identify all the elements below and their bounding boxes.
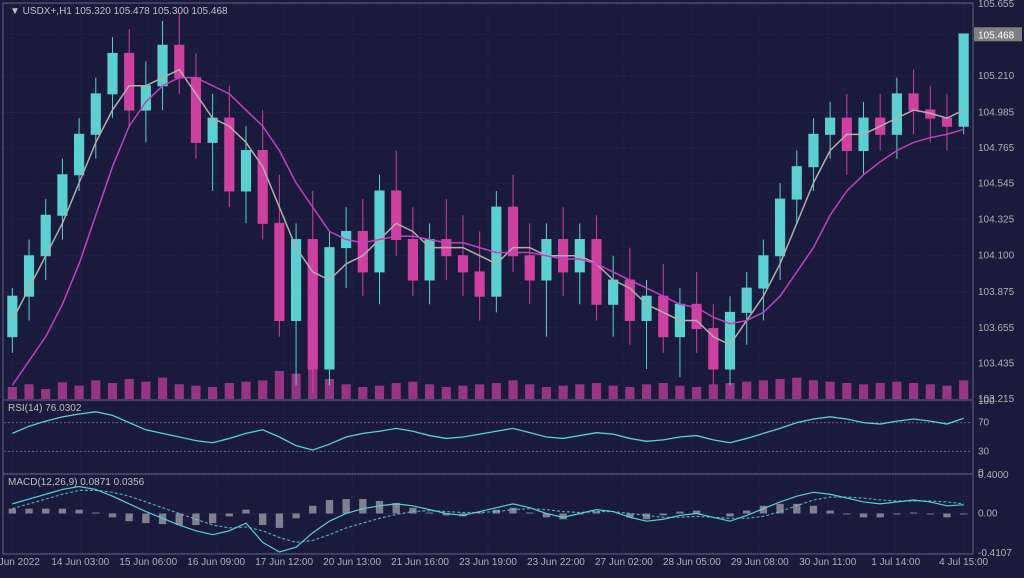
svg-text:104.325: 104.325 [978,214,1015,225]
svg-text:23 Jun 19:00: 23 Jun 19:00 [459,557,517,568]
svg-text:RSI(14) 76.0302: RSI(14) 76.0302 [8,403,82,414]
svg-text:1 Jul 14:00: 1 Jul 14:00 [871,557,920,568]
svg-text:14 Jun 03:00: 14 Jun 03:00 [51,557,109,568]
svg-text:28 Jun 05:00: 28 Jun 05:00 [663,557,721,568]
svg-text:103.435: 103.435 [978,358,1015,369]
svg-text:103.655: 103.655 [978,323,1015,334]
svg-text:103.875: 103.875 [978,287,1015,298]
chart-canvas: 105.655 105.468 105.210 104.985 104.765 104.5… [0,0,1024,578]
svg-text:105.210: 105.210 [978,71,1015,82]
svg-text:70: 70 [978,418,990,429]
svg-text:104.545: 104.545 [978,179,1015,190]
svg-text:17 Jun 12:00: 17 Jun 12:00 [255,557,313,568]
svg-text:105.655: 105.655 [978,0,1015,10]
svg-text:27 Jun 02:00: 27 Jun 02:00 [595,557,653,568]
svg-text:MACD(12,26,9) 0.0871 0.0356: MACD(12,26,9) 0.0871 0.0356 [8,477,145,488]
svg-text:105.468: 105.468 [978,30,1015,41]
svg-text:104.765: 104.765 [978,143,1015,154]
svg-text:23 Jun 22:00: 23 Jun 22:00 [527,557,585,568]
trading-chart: 105.655 105.468 105.210 104.985 104.765 104.5… [0,0,1024,578]
svg-text:0.00: 0.00 [978,508,998,519]
svg-text:104.985: 104.985 [978,107,1015,118]
svg-text:100: 100 [978,396,995,407]
svg-text:0.4000: 0.4000 [978,470,1009,481]
svg-text:20 Jun 13:00: 20 Jun 13:00 [323,557,381,568]
svg-text:30: 30 [978,446,990,457]
svg-text:29 Jun 08:00: 29 Jun 08:00 [731,557,789,568]
svg-text:16 Jun 09:00: 16 Jun 09:00 [187,557,245,568]
svg-text:4 Jul 15:00: 4 Jul 15:00 [939,557,988,568]
svg-text:15 Jun 06:00: 15 Jun 06:00 [119,557,177,568]
svg-text:104.100: 104.100 [978,251,1015,262]
svg-text:30 Jun 11:00: 30 Jun 11:00 [799,557,857,568]
svg-text:21 Jun 16:00: 21 Jun 16:00 [391,557,449,568]
svg-text:10 Jun 2022: 10 Jun 2022 [0,557,40,568]
chart-header: ▼ USDX+,H1 105.320 105.478 105.300 105.4… [10,6,228,17]
